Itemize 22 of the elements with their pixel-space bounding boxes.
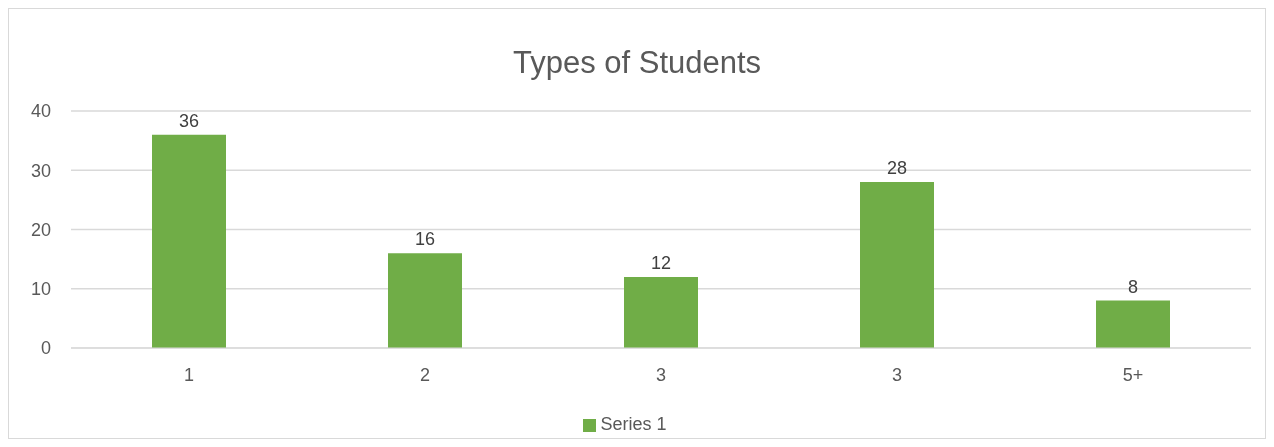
bar	[152, 134, 226, 348]
x-tick-label: 2	[419, 364, 431, 385]
y-tick-label: 0	[40, 338, 51, 359]
x-tick-label: 1	[183, 364, 195, 385]
bar	[624, 276, 698, 348]
data-label: 28	[886, 158, 908, 179]
x-tick-label: 3	[655, 364, 667, 385]
y-tick-label: 30	[30, 160, 51, 181]
bar	[1096, 300, 1170, 348]
legend-label: Series 1	[600, 414, 667, 434]
chart-title: Types of Students	[511, 45, 763, 81]
bar	[860, 182, 934, 348]
x-tick-label: 3	[891, 364, 903, 385]
data-label: 16	[414, 229, 436, 250]
y-tick-label: 20	[30, 219, 51, 240]
bar	[388, 253, 462, 348]
data-label: 12	[650, 252, 672, 273]
data-label: 8	[1127, 276, 1139, 297]
data-label: 36	[178, 110, 200, 131]
y-tick-label: 10	[30, 279, 51, 300]
x-tick-label: 5+	[1122, 364, 1144, 385]
y-tick-label: 40	[30, 101, 51, 122]
